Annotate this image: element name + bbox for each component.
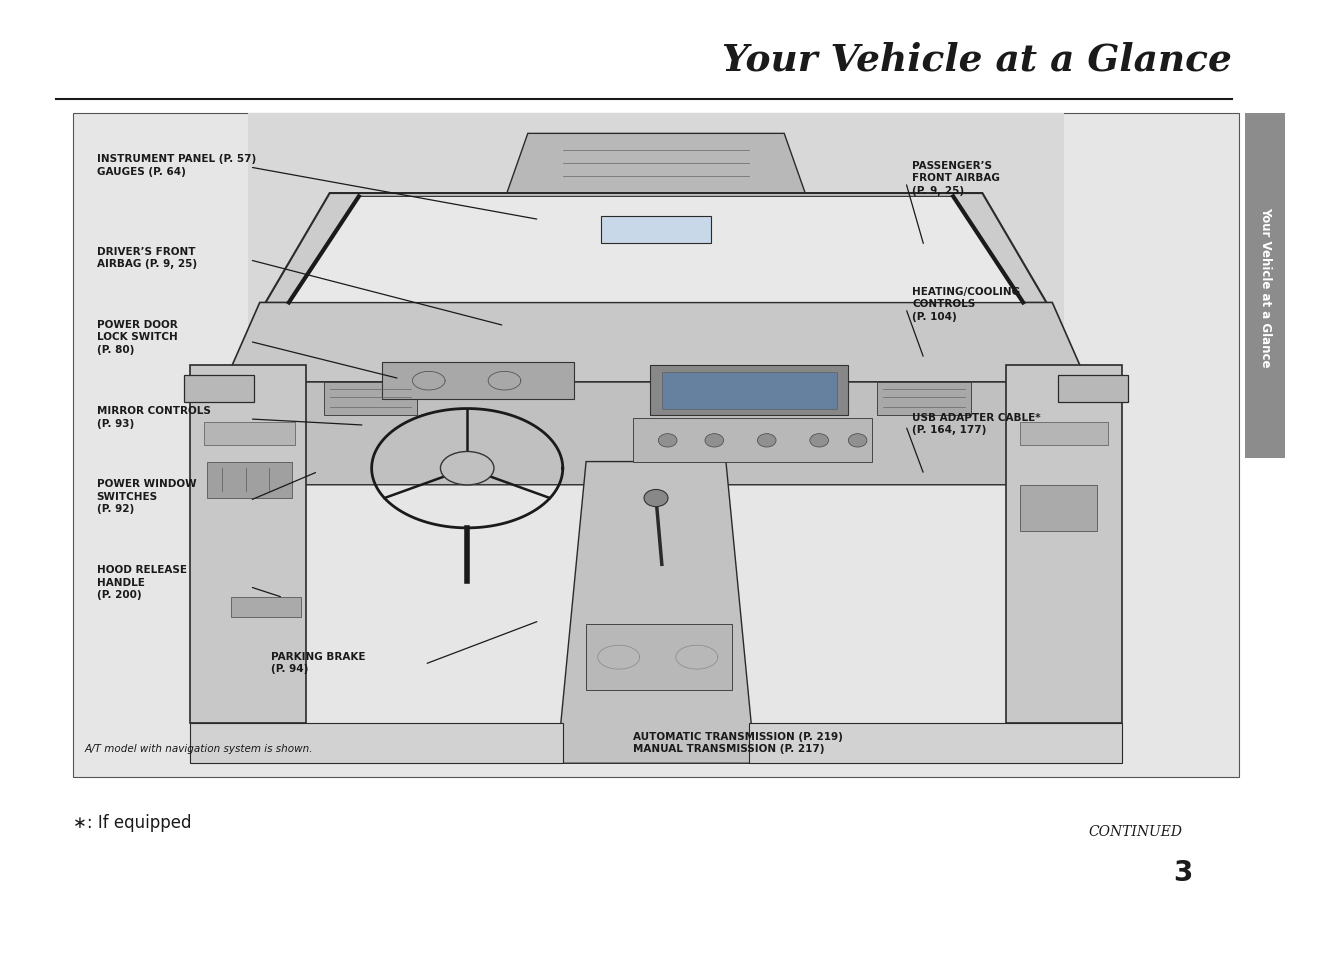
Polygon shape [248,114,1064,366]
Text: 3: 3 [1172,858,1192,885]
Text: INSTRUMENT PANEL (P. 57)
GAUGES (P. 64): INSTRUMENT PANEL (P. 57) GAUGES (P. 64) [97,154,256,176]
Text: HEATING/COOLING
CONTROLS
(P. 104): HEATING/COOLING CONTROLS (P. 104) [912,287,1020,321]
Text: POWER WINDOW
SWITCHES
(P. 92): POWER WINDOW SWITCHES (P. 92) [97,478,196,514]
Text: A/T model with navigation system is shown.: A/T model with navigation system is show… [85,743,313,754]
Text: Your Vehicle at a Glance: Your Vehicle at a Glance [1259,207,1272,367]
Text: USB ADAPTER CABLE*
(P. 164, 177): USB ADAPTER CABLE* (P. 164, 177) [912,413,1042,435]
Polygon shape [505,134,807,200]
Circle shape [705,435,723,448]
Bar [601,217,711,244]
Bar [324,382,417,416]
Polygon shape [1058,376,1128,402]
Circle shape [643,490,669,507]
Bar [204,422,294,446]
Circle shape [658,435,677,448]
Text: Your Vehicle at a Glance: Your Vehicle at a Glance [722,41,1232,78]
Text: PASSENGER’S
FRONT AIRBAG
(P. 9, 25): PASSENGER’S FRONT AIRBAG (P. 9, 25) [912,161,1000,195]
Bar [662,373,836,409]
Bar [73,114,1239,777]
Polygon shape [289,197,1023,303]
Polygon shape [557,462,755,763]
Bar [650,366,848,416]
Text: POWER DOOR
LOCK SWITCH
(P. 80): POWER DOOR LOCK SWITCH (P. 80) [97,319,177,355]
Bar [1020,422,1108,446]
Polygon shape [184,376,254,402]
Polygon shape [190,723,562,763]
Text: CONTINUED: CONTINUED [1088,824,1183,839]
Bar [1245,114,1285,458]
Bar [382,363,574,399]
Polygon shape [749,723,1122,763]
Polygon shape [1006,366,1122,723]
Text: ∗: If equipped: ∗: If equipped [73,813,192,831]
Bar [633,419,871,462]
Polygon shape [260,193,1052,314]
Bar [1020,485,1096,532]
Text: DRIVER’S FRONT
AIRBAG (P. 9, 25): DRIVER’S FRONT AIRBAG (P. 9, 25) [97,247,197,269]
Text: PARKING BRAKE
(P. 94): PARKING BRAKE (P. 94) [272,651,366,673]
Text: MIRROR CONTROLS
(P. 93): MIRROR CONTROLS (P. 93) [97,406,210,428]
Bar [586,624,731,691]
Bar [208,462,293,498]
Bar [878,382,971,416]
Bar [230,598,301,618]
Polygon shape [190,366,306,723]
Circle shape [810,435,829,448]
Circle shape [758,435,777,448]
Text: HOOD RELEASE
HANDLE
(P. 200): HOOD RELEASE HANDLE (P. 200) [97,565,186,599]
Polygon shape [225,382,1087,485]
Polygon shape [225,303,1087,382]
Circle shape [848,435,867,448]
Bar [1245,114,1285,777]
Ellipse shape [441,452,494,485]
Text: AUTOMATIC TRANSMISSION (P. 219)
MANUAL TRANSMISSION (P. 217): AUTOMATIC TRANSMISSION (P. 219) MANUAL T… [633,731,843,754]
